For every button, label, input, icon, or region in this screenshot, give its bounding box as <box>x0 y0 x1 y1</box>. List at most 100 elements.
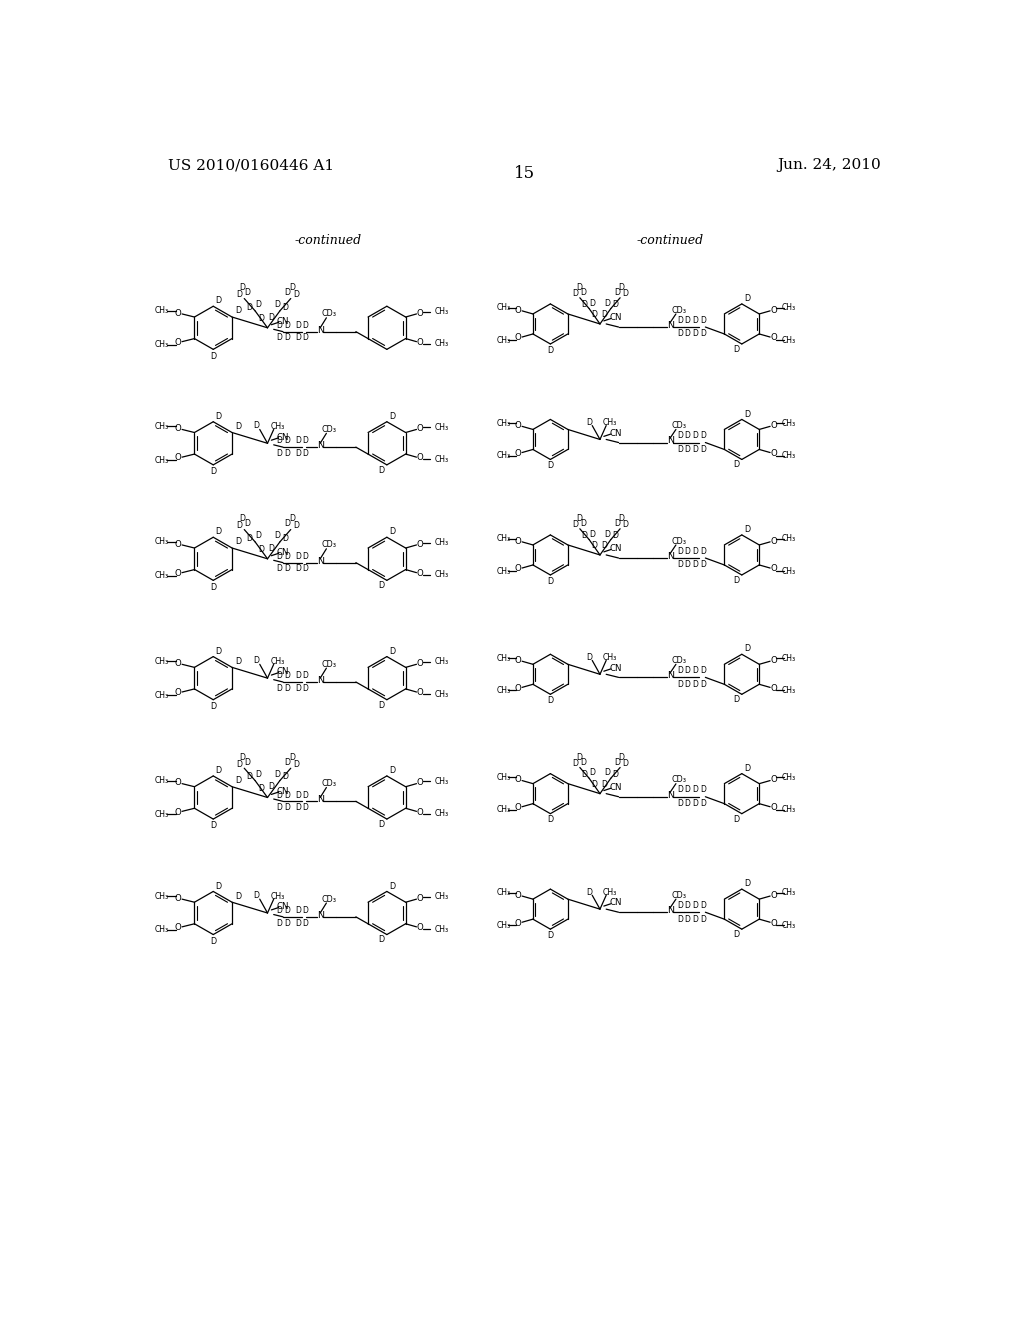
Text: D: D <box>268 783 274 791</box>
Text: D: D <box>677 561 683 569</box>
Text: D: D <box>589 768 595 777</box>
Text: CH₃: CH₃ <box>781 686 796 694</box>
Text: D: D <box>389 528 395 536</box>
Text: D: D <box>283 772 289 781</box>
Text: CH₃: CH₃ <box>435 777 450 785</box>
Text: O: O <box>417 779 424 787</box>
Text: CD₃: CD₃ <box>322 779 337 788</box>
Text: D: D <box>276 437 282 445</box>
Text: D: D <box>700 561 706 569</box>
Text: N: N <box>667 321 674 330</box>
Text: O: O <box>417 454 424 462</box>
Text: D: D <box>236 306 242 315</box>
Text: D: D <box>744 525 751 535</box>
Text: D: D <box>601 310 607 319</box>
Text: D: D <box>378 581 384 590</box>
Text: D: D <box>685 667 690 675</box>
Text: D: D <box>586 418 592 426</box>
Text: CH₃: CH₃ <box>155 776 169 785</box>
Text: O: O <box>515 449 521 458</box>
Text: CN: CN <box>609 783 622 792</box>
Text: CH₃: CH₃ <box>270 422 285 430</box>
Text: CH₃: CH₃ <box>270 891 285 900</box>
Text: CH₃: CH₃ <box>603 418 617 426</box>
Text: D: D <box>276 803 282 812</box>
Text: D: D <box>290 752 295 762</box>
Text: D: D <box>700 799 706 808</box>
Text: D: D <box>284 907 290 915</box>
Text: D: D <box>255 770 261 779</box>
Text: D: D <box>295 803 301 812</box>
Text: D: D <box>733 696 739 704</box>
Text: D: D <box>685 315 690 325</box>
Text: D: D <box>283 533 289 543</box>
Text: D: D <box>617 752 624 762</box>
Text: N: N <box>317 557 325 565</box>
Text: CH₃: CH₃ <box>155 422 169 430</box>
Text: CH₃: CH₃ <box>497 335 511 345</box>
Text: CH₃: CH₃ <box>497 805 511 814</box>
Text: D: D <box>700 667 706 675</box>
Text: D: D <box>605 298 610 308</box>
Text: D: D <box>295 321 301 330</box>
Text: D: D <box>700 445 706 454</box>
Text: CD₃: CD₃ <box>672 891 686 900</box>
Text: D: D <box>240 515 246 523</box>
Text: O: O <box>515 891 521 900</box>
Text: CD₃: CD₃ <box>322 540 337 549</box>
Text: D: D <box>295 552 301 561</box>
Text: D: D <box>692 915 698 924</box>
Text: CN: CN <box>276 787 289 796</box>
Text: D: D <box>733 345 739 354</box>
Text: CH₃: CH₃ <box>497 535 511 544</box>
Text: O: O <box>175 309 181 318</box>
Text: D: D <box>700 680 706 689</box>
Text: D: D <box>547 577 553 586</box>
Text: D: D <box>276 907 282 915</box>
Text: D: D <box>592 541 598 550</box>
Text: D: D <box>236 521 242 531</box>
Text: D: D <box>290 515 295 523</box>
Text: D: D <box>295 565 301 573</box>
Text: CH₃: CH₃ <box>435 455 450 463</box>
Text: O: O <box>515 919 521 928</box>
Text: D: D <box>692 680 698 689</box>
Text: D: D <box>614 288 620 297</box>
Text: D: D <box>210 702 216 711</box>
Text: D: D <box>216 528 222 536</box>
Text: D: D <box>210 937 216 946</box>
Text: N: N <box>667 907 674 915</box>
Text: D: D <box>285 758 291 767</box>
Text: CH₃: CH₃ <box>155 690 169 700</box>
Text: O: O <box>515 684 521 693</box>
Text: D: D <box>273 300 280 309</box>
Text: D: D <box>236 290 242 300</box>
Text: D: D <box>245 519 250 528</box>
Text: D: D <box>216 412 222 421</box>
Text: D: D <box>284 437 290 445</box>
Text: O: O <box>175 338 181 347</box>
Text: D: D <box>586 653 592 661</box>
Text: CN: CN <box>276 668 289 676</box>
Text: D: D <box>685 680 690 689</box>
Text: D: D <box>582 300 588 309</box>
Text: CD₃: CD₃ <box>322 660 337 669</box>
Text: CD₃: CD₃ <box>322 425 337 434</box>
Text: D: D <box>614 519 620 528</box>
Text: D: D <box>700 432 706 440</box>
Text: CD₃: CD₃ <box>322 309 337 318</box>
Text: D: D <box>692 799 698 808</box>
Text: D: D <box>210 583 216 591</box>
Text: D: D <box>700 546 706 556</box>
Text: N: N <box>317 676 325 685</box>
Text: O: O <box>771 919 777 928</box>
Text: CH₃: CH₃ <box>497 774 511 781</box>
Text: CN: CN <box>276 433 289 442</box>
Text: CN: CN <box>609 313 622 322</box>
Text: D: D <box>284 919 290 928</box>
Text: D: D <box>276 334 282 342</box>
Text: D: D <box>295 791 301 800</box>
Text: CN: CN <box>276 317 289 326</box>
Text: D: D <box>273 531 280 540</box>
Text: D: D <box>692 546 698 556</box>
